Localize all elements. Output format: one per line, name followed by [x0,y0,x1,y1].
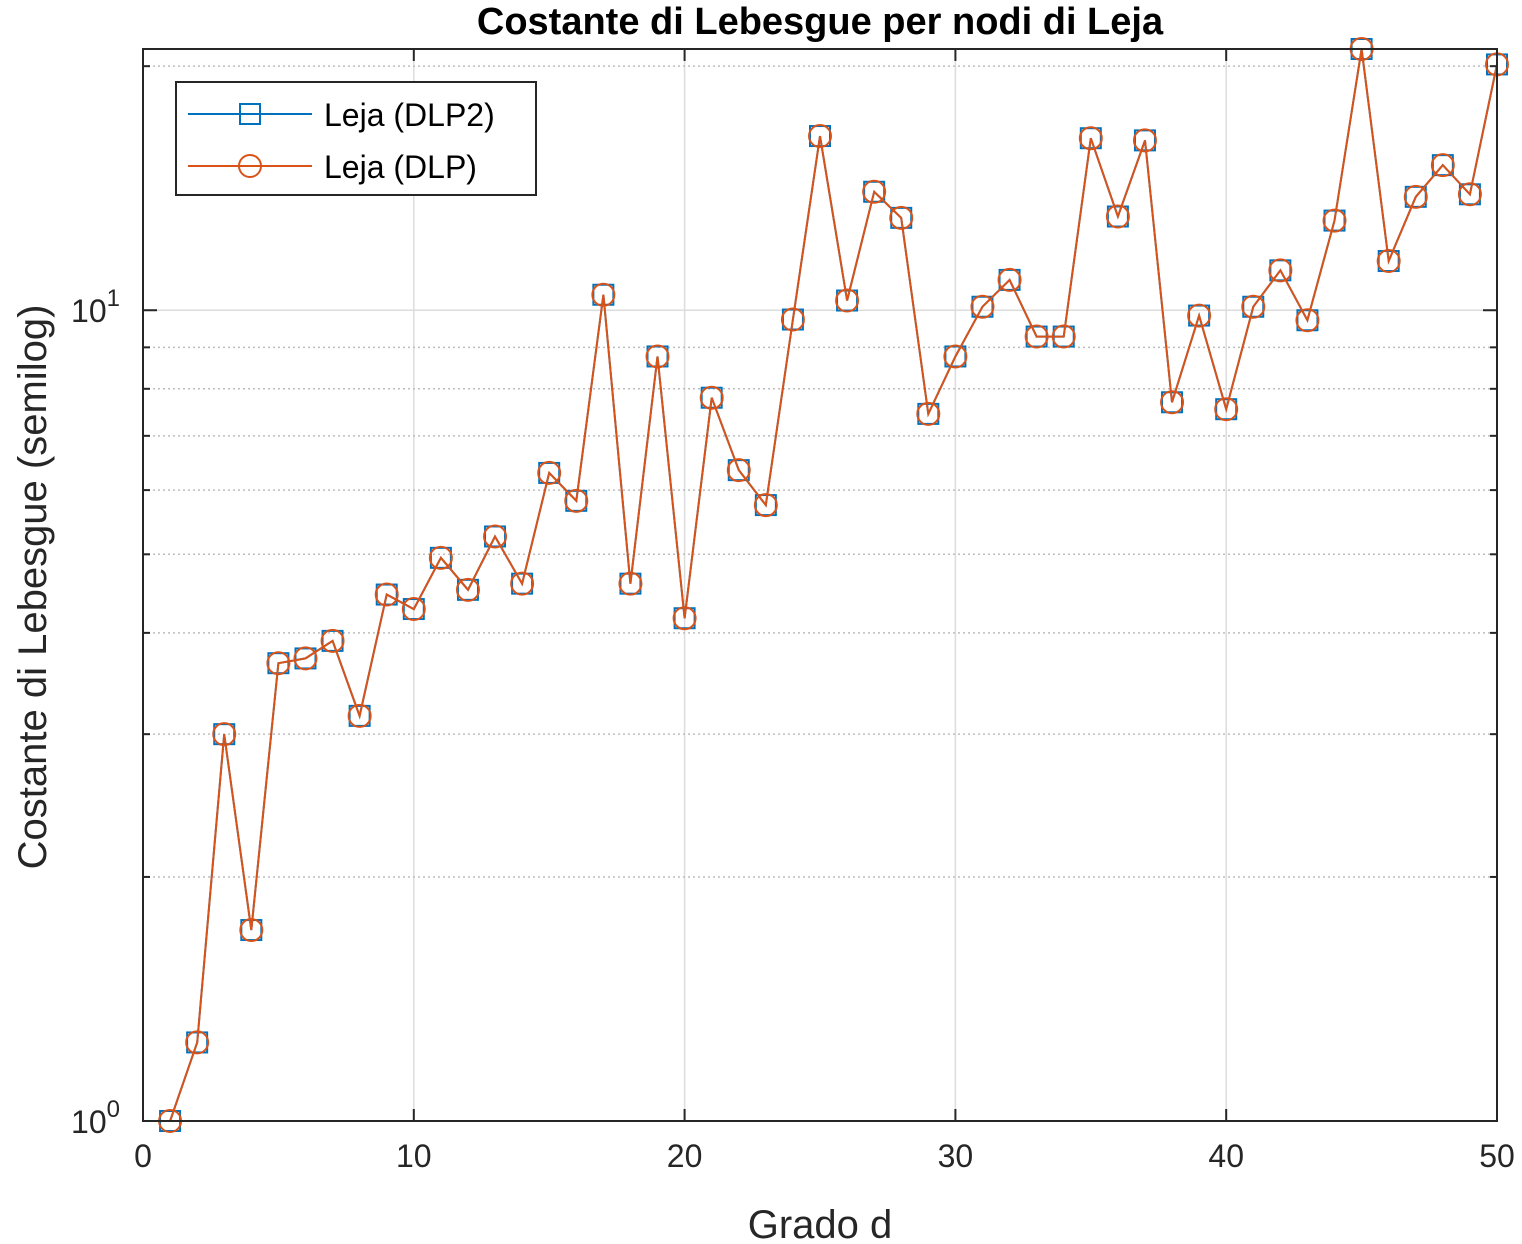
data-point-dlp [510,571,535,596]
legend-label-dlp: Leja (DLP) [324,149,477,185]
data-point-dlp [1295,308,1320,333]
data-point-dlp [537,460,562,485]
x-axis-label: Grado d [748,1203,893,1244]
data-point-dlp [185,1030,210,1055]
legend-square-marker [239,103,261,125]
x-tick-label: 30 [938,1138,974,1174]
data-point-dlp [266,651,291,676]
series-layer [158,37,1509,1133]
data-point-dlp [862,179,887,204]
data-point-dlp [943,344,968,369]
data-point-dlp [455,577,480,602]
data-point-dlp [1403,184,1428,209]
data-point-dlp [1187,303,1212,328]
data-point-dlp [401,597,426,622]
plot-area [143,49,1497,1121]
data-point-dlp [1322,208,1347,233]
data-point-dlp [320,628,345,653]
series-line-dlp [169,48,1498,1122]
data-point-dlp [564,488,589,513]
data-point-dlp [753,493,778,518]
x-tick-label: 50 [1479,1138,1515,1174]
data-point-dlp [1105,204,1130,229]
data-point-dlp [428,545,453,570]
data-point-dlp [780,307,805,332]
data-point-dlp [1214,397,1239,422]
data-point-dlp [1457,182,1482,207]
data-point-dlp [1024,324,1049,349]
legend-label-dlp2: Leja (DLP2) [324,97,495,133]
data-point-dlp [374,582,399,607]
data-point-dlp [618,571,643,596]
grid [143,49,1497,1121]
data-point-dlp [1132,128,1157,153]
data-point-dlp [699,385,724,410]
legend-box [175,81,537,196]
data-point-dlp [808,124,832,149]
data-point-dlp [1051,324,1076,349]
x-tick-label: 40 [1208,1138,1244,1174]
data-point-dlp [726,458,751,483]
chart-title: Costante di Lebesgue per nodi di Leja [477,1,1164,43]
data-point-dlp [835,288,860,313]
data-point-dlp [1160,390,1185,415]
data-point-dlp [1241,294,1266,319]
data-point-dlp [1268,258,1293,283]
data-point-dlp [239,918,264,943]
axes-frame [142,48,1498,1122]
data-point-dlp [1078,126,1103,151]
legend-circle-marker [238,154,262,178]
data-point-dlp [970,294,995,319]
x-tick-label: 0 [134,1138,152,1174]
data-point-dlp [916,401,941,426]
data-point-dlp [1376,249,1401,274]
data-point-dlp [645,344,670,369]
data-point-dlp [672,606,697,631]
legend: Leja (DLP2) Leja (DLP) [175,81,537,196]
data-point-dlp [483,524,508,549]
data-point-dlp [293,646,318,671]
x-tick-label: 10 [396,1138,432,1174]
data-point-dlp [212,722,237,747]
data-point-dlp [997,267,1022,292]
y-axis-label: Costante di Lebesgue (semilog) [11,305,55,870]
data-point-dlp [591,282,616,307]
data-point-dlp [1430,153,1455,178]
data-point-dlp [347,703,372,728]
data-point-dlp [889,205,914,230]
x-tick-label: 20 [667,1138,703,1174]
